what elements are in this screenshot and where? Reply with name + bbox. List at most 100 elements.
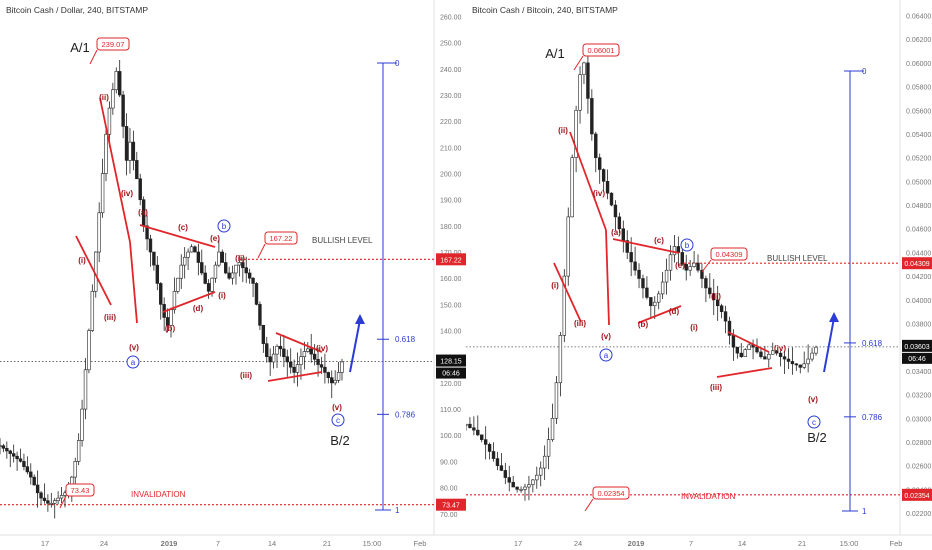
- candle-body: [152, 251, 156, 266]
- wave-label: (a): [138, 208, 148, 217]
- candle-body: [282, 348, 286, 358]
- candle-body: [712, 293, 716, 301]
- candle-body: [237, 262, 242, 266]
- wave-label: (v): [808, 395, 818, 404]
- wave-label: (iii): [574, 319, 586, 328]
- callout-label: 0.06001: [587, 46, 614, 55]
- candle-body: [97, 212, 101, 253]
- candle-body: [90, 290, 95, 331]
- candle-body: [169, 309, 173, 326]
- y-tick-label: 240.00: [440, 67, 462, 74]
- x-tick-label: Feb: [890, 539, 903, 548]
- level-badge-label: 0.02354: [904, 493, 929, 500]
- callout-pointer: [573, 55, 584, 71]
- y-tick-label: 0.04400: [906, 250, 931, 257]
- candle-body: [605, 181, 610, 194]
- candle-body: [586, 62, 590, 99]
- candle-body: [527, 484, 531, 488]
- candle-body: [668, 254, 673, 271]
- level-badge-label: 0.04309: [904, 261, 929, 268]
- candle-body: [299, 356, 303, 365]
- candle-body: [100, 173, 105, 214]
- wave-label: (ii): [235, 254, 245, 263]
- x-tick-label: 2019: [161, 539, 178, 548]
- candle-body: [582, 62, 586, 76]
- countdown-badge: [436, 367, 466, 379]
- candle-body: [15, 455, 19, 460]
- candle-body: [114, 71, 118, 91]
- chart-right-bch-btc: Bitcoin Cash / Bitcoin, 240, BITSTAMP 0.0…: [466, 0, 932, 548]
- candle-body: [664, 269, 669, 283]
- y-tick-label: 250.00: [440, 41, 462, 48]
- y-tick-label: 190.00: [440, 198, 462, 205]
- candle-body: [217, 251, 221, 266]
- candle-body: [810, 352, 814, 360]
- wave-label: (d): [669, 307, 680, 316]
- circled-wave-marker: [217, 219, 231, 233]
- candle-body: [148, 238, 153, 253]
- invalidation-text: INVALIDATION: [131, 490, 186, 499]
- wave-trend-line: [275, 332, 323, 353]
- candle-body: [466, 423, 468, 426]
- candle-body: [735, 346, 740, 354]
- candle-body: [566, 216, 570, 277]
- candle-body: [562, 275, 567, 336]
- candle-body: [480, 434, 484, 440]
- callout-pointer: [701, 259, 712, 273]
- candle-body: [0, 445, 2, 448]
- candle-body: [786, 358, 791, 362]
- candle-body: [73, 461, 77, 478]
- y-tick-label: 0.04800: [906, 203, 931, 210]
- candle-body: [1, 445, 6, 449]
- y-tick-label: 0.05600: [906, 108, 931, 115]
- candle-body: [39, 492, 43, 499]
- y-tick-label: 110.00: [440, 407, 461, 414]
- candle-body: [35, 484, 40, 494]
- bullish-arrow-head: [355, 314, 365, 324]
- candle-body: [309, 348, 313, 355]
- countdown-badge-label: 06:46: [442, 371, 460, 378]
- fib-extension-line: [849, 70, 864, 511]
- x-tick-label: Feb: [414, 539, 427, 548]
- candle-body: [336, 372, 341, 381]
- candle-body: [723, 311, 728, 322]
- wave-label: (i): [551, 281, 559, 290]
- y-tick-label: 160.00: [440, 276, 462, 283]
- candle-body: [265, 343, 269, 358]
- candle-body: [794, 363, 799, 366]
- wave-trend-line: [605, 229, 610, 326]
- chart-title: Bitcoin Cash / Dollar, 240, BITSTAMP: [6, 5, 148, 15]
- candle-body: [731, 335, 736, 348]
- candle-body: [601, 169, 606, 182]
- circled-wave-marker: [599, 348, 613, 362]
- candle-body: [645, 287, 649, 298]
- candle-body: [523, 486, 527, 490]
- wave-label: (b): [165, 324, 176, 333]
- y-tick-label: 230.00: [440, 93, 462, 100]
- candle-body: [621, 228, 626, 241]
- candle-body: [213, 264, 218, 279]
- candle-body: [692, 262, 696, 267]
- wave-label: (ii): [558, 126, 568, 135]
- candle-body: [131, 141, 136, 161]
- candle-body: [193, 246, 197, 253]
- chart-left-bch-usd: Bitcoin Cash / Dollar, 240, BITSTAMP 260.…: [0, 0, 466, 548]
- candle-body: [316, 359, 320, 365]
- candle-body: [53, 500, 57, 504]
- candle-body: [511, 481, 515, 488]
- y-tick-label: 220.00: [440, 119, 462, 126]
- candle-body: [747, 344, 751, 350]
- countdown-badge: [902, 352, 932, 364]
- candle-body: [107, 107, 112, 135]
- wave-trend-line: [727, 331, 770, 353]
- wave-label: A/1: [70, 40, 90, 55]
- y-tick-label: 70.00: [440, 512, 458, 519]
- candle-body: [499, 465, 504, 471]
- circled-wave-label: c: [336, 416, 340, 425]
- candle-body: [302, 351, 307, 358]
- wave-label: (b): [638, 320, 649, 329]
- x-tick-label: 7: [689, 539, 693, 548]
- candle-body: [159, 283, 163, 305]
- wave-label: (v): [129, 343, 139, 352]
- candle-body: [684, 263, 688, 271]
